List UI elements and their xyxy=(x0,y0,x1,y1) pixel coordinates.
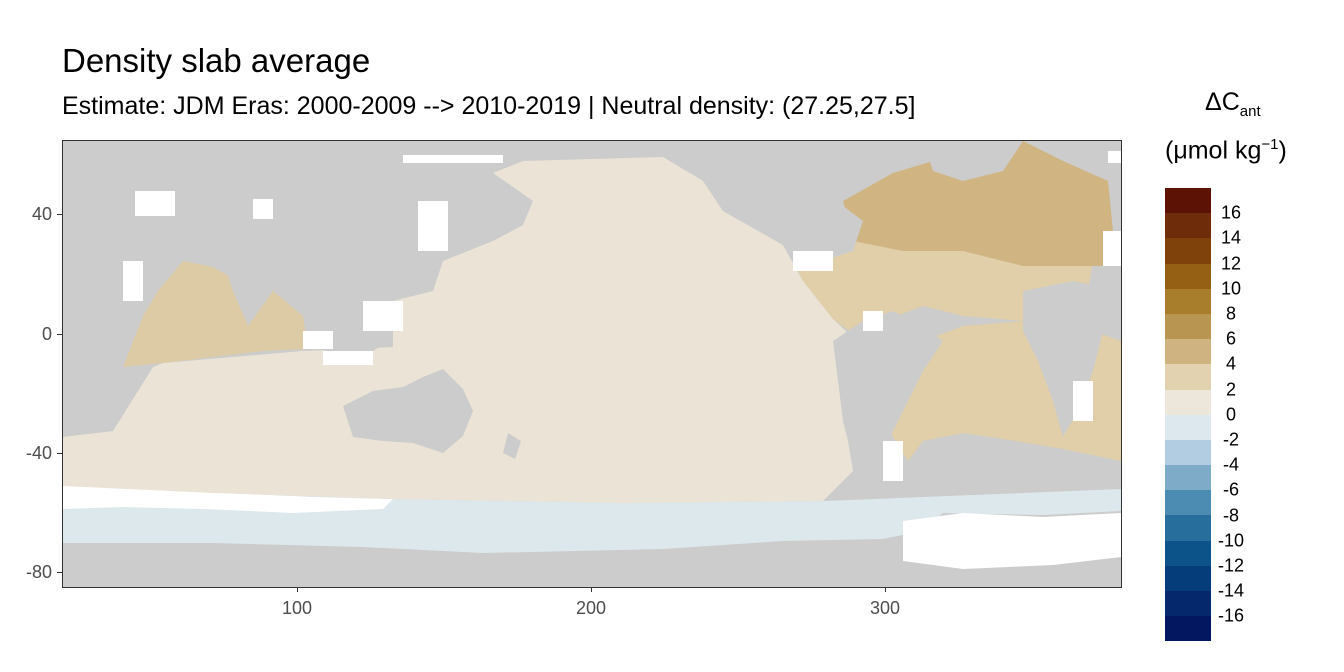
land-india xyxy=(223,261,273,326)
legend-swatch xyxy=(1165,490,1211,516)
chart-subtitle: Estimate: JDM Eras: 2000-2009 --> 2010-2… xyxy=(62,92,916,120)
legend-label: 10 xyxy=(1220,278,1242,299)
land-north-america xyxy=(703,181,863,261)
legend-label: 8 xyxy=(1225,303,1237,324)
legend-swatch xyxy=(1165,439,1211,466)
ocean-pacific-indian xyxy=(63,157,883,503)
legend-label: -2 xyxy=(1222,429,1240,450)
x-tickmark-100 xyxy=(297,587,298,592)
land-greenland xyxy=(923,141,1023,181)
x-tickmark-300 xyxy=(885,587,886,592)
legend-label: 0 xyxy=(1225,404,1237,425)
legend-unit: (μmol kg−1) xyxy=(1165,136,1287,165)
land-africa xyxy=(1023,281,1121,437)
no-data-patches xyxy=(123,151,1121,481)
land-new-zealand xyxy=(503,433,521,459)
legend-swatch xyxy=(1165,565,1211,591)
x-tickmark-200 xyxy=(591,587,592,592)
y-tickmark-0 xyxy=(57,334,62,335)
legend-title: ΔCant xyxy=(1205,88,1261,120)
legend-swatch xyxy=(1165,188,1211,214)
legend-label: 6 xyxy=(1225,328,1237,349)
legend-label: -4 xyxy=(1222,454,1240,475)
y-tick-label: 40 xyxy=(31,204,52,224)
legend-label: -16 xyxy=(1217,605,1245,626)
legend-label: -10 xyxy=(1217,530,1245,551)
y-tickmark-m80 xyxy=(57,572,62,573)
legend-label: 14 xyxy=(1220,227,1242,248)
legend-swatch xyxy=(1165,616,1211,642)
legend-swatch xyxy=(1165,288,1211,314)
legend-label: 12 xyxy=(1220,253,1242,274)
legend-swatch xyxy=(1165,591,1211,617)
legend-label: -12 xyxy=(1217,555,1245,576)
legend-swatch xyxy=(1165,465,1211,491)
y-tickmark-m40 xyxy=(57,453,62,454)
chart-title: Density slab average xyxy=(62,42,371,79)
x-tick-label: 200 xyxy=(575,598,607,618)
y-tickmark-40 xyxy=(57,214,62,215)
y-tick-label: -80 xyxy=(25,562,52,582)
no-data-weddell xyxy=(903,513,1121,569)
legend-swatch xyxy=(1165,339,1211,365)
x-tick-label: 100 xyxy=(281,598,313,618)
no-data-antarctic-edge xyxy=(63,486,393,513)
legend-swatch xyxy=(1165,540,1211,566)
ocean-indian-north xyxy=(123,261,308,367)
x-tick-label: 300 xyxy=(869,598,901,618)
legend-swatch xyxy=(1165,213,1211,239)
ocean-north-atlantic-subpolar xyxy=(843,141,1113,266)
legend-swatch xyxy=(1165,389,1211,415)
legend-swatch xyxy=(1165,515,1211,541)
map-canvas xyxy=(63,141,1121,587)
legend-label: 4 xyxy=(1225,353,1237,374)
y-tick-label: -40 xyxy=(25,443,52,463)
y-tick-label: 0 xyxy=(41,324,52,344)
legend-swatch xyxy=(1165,263,1211,289)
legend-label: -6 xyxy=(1222,479,1240,500)
legend-swatch xyxy=(1165,313,1211,340)
land-south-america xyxy=(833,311,943,491)
legend-label: -8 xyxy=(1222,505,1240,526)
legend-label: 16 xyxy=(1220,202,1242,223)
legend-colorbar xyxy=(1165,188,1211,642)
land-australia xyxy=(343,369,473,453)
legend-swatch xyxy=(1165,238,1211,264)
land-asia xyxy=(63,141,493,281)
map-panel xyxy=(62,140,1122,588)
legend-label: -14 xyxy=(1217,580,1245,601)
legend-swatch xyxy=(1165,414,1211,440)
legend-label: 2 xyxy=(1225,379,1237,400)
legend-swatch xyxy=(1165,364,1211,390)
